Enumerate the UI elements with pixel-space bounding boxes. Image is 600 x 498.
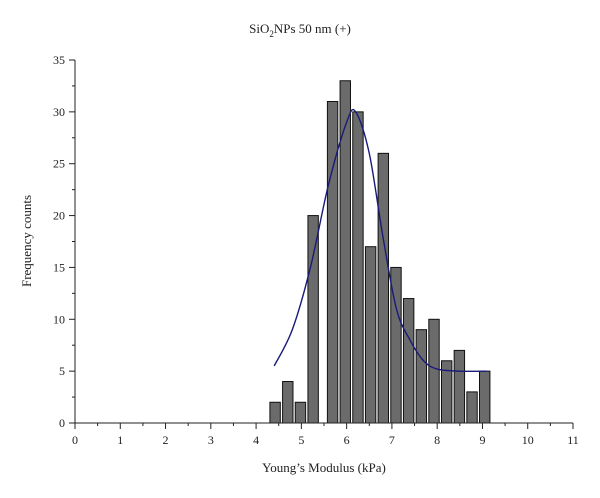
y-tick-label-15: 15 (53, 260, 65, 274)
x-axis-label: Young’s Modulus (kPa) (262, 460, 386, 475)
axes (74, 60, 573, 424)
histogram-bar-6 (352, 111, 364, 424)
x-tick-label-3: 3 (208, 433, 214, 447)
chart-title-subscript: 2 (269, 29, 274, 39)
histogram-bar-4 (326, 100, 339, 424)
histogram-bar-11 (415, 329, 428, 424)
histogram-bar-10 (402, 298, 415, 424)
y-tick-label-20: 20 (53, 209, 65, 223)
chart-title-rest: NPs 50 nm (+) (274, 21, 351, 36)
chart-title-main: SiO (249, 21, 269, 36)
x-tick-label-9: 9 (479, 433, 485, 447)
x-tick-label-4: 4 (253, 433, 259, 447)
y-tick-label-5: 5 (59, 364, 65, 378)
y-tick-label-10: 10 (53, 312, 65, 326)
fit-curve-group (273, 108, 487, 372)
histogram-bar-2 (294, 401, 307, 424)
histogram-bar-14 (453, 349, 466, 424)
histogram-bar-0 (269, 401, 281, 424)
x-tick-label-7: 7 (389, 433, 395, 447)
histogram-bar-3 (307, 215, 319, 424)
chart-title: SiO2NPs 50 nm (+) (249, 21, 351, 39)
x-tick-label-5: 5 (298, 433, 304, 447)
x-tick-label-6: 6 (344, 433, 350, 447)
fit-curve (273, 108, 487, 372)
y-tick-label-0: 0 (59, 416, 65, 430)
x-tick-label-1: 1 (117, 433, 123, 447)
x-tick-label-0: 0 (72, 433, 78, 447)
y-tick-label-30: 30 (53, 105, 65, 119)
x-tick-label-11: 11 (567, 433, 579, 447)
x-tick-label-10: 10 (522, 433, 534, 447)
histogram-bar-15 (466, 391, 478, 424)
y-ticks: 0 5 10 15 20 25 30 35 (53, 53, 75, 430)
histogram-bar-1 (282, 381, 294, 424)
x-ticks: 0 1 2 3 4 5 6 7 8 9 10 11 (72, 423, 579, 447)
histogram-bar-16 (479, 370, 491, 424)
histogram-bar-12 (428, 318, 440, 424)
x-tick-label-2: 2 (163, 433, 169, 447)
x-tick-label-8: 8 (434, 433, 440, 447)
histogram-bar-8 (377, 152, 390, 424)
y-tick-label-35: 35 (53, 53, 65, 67)
histogram-bar-5 (339, 80, 351, 424)
histogram-bars (269, 80, 491, 424)
y-tick-label-25: 25 (53, 157, 65, 171)
y-axis-label: Frequency counts (19, 195, 34, 287)
histogram-bar-7 (364, 246, 377, 424)
